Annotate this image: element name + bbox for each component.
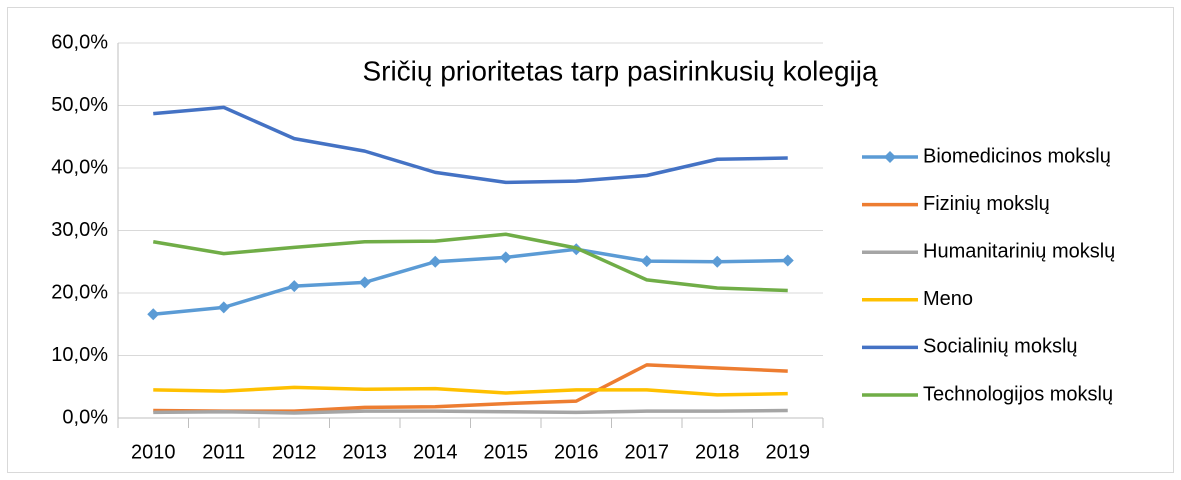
y-tick-label: 40,0% [51,156,108,178]
x-tick-label: 2014 [413,441,458,463]
y-tick-label: 20,0% [51,281,108,303]
legend-marker [884,151,896,163]
data-point [781,254,794,267]
x-tick-label: 2013 [343,441,388,463]
y-tick-label: 0,0% [62,406,108,428]
x-tick-label: 2010 [131,441,176,463]
x-tick-label: 2012 [272,441,317,463]
data-point [288,280,301,293]
data-point [499,251,512,264]
x-tick-label: 2019 [766,441,811,463]
y-tick-label: 60,0% [51,31,108,53]
x-tick-label: 2015 [484,441,529,463]
legend-label: Humanitarinių mokslų [923,240,1115,262]
data-point [217,301,230,314]
legend-label: Meno [923,288,973,310]
y-tick-label: 10,0% [51,344,108,366]
y-tick-label: 30,0% [51,219,108,241]
x-tick-label: 2017 [625,441,670,463]
series-line [153,105,788,185]
data-point [147,308,160,321]
legend-label: Fizinių mokslų [923,193,1050,215]
legend-label: Biomedicinos mokslų [923,145,1111,167]
series-line [153,385,788,397]
series-line [153,408,788,415]
x-tick-label: 2018 [695,441,740,463]
legend-label: Socialinių mokslų [923,336,1078,358]
x-tick-label: 2016 [554,441,599,463]
data-point [358,276,371,289]
data-point [711,255,724,268]
series-line [153,247,788,316]
series-line [152,232,788,293]
legend-label: Technologijos mokslų [923,383,1113,405]
y-tick-label: 50,0% [51,94,108,116]
chart-title: Sričių prioritetas tarp pasirinkusių kol… [362,55,878,86]
x-tick-label: 2011 [202,441,245,463]
data-point [429,255,442,268]
data-point [640,255,653,268]
